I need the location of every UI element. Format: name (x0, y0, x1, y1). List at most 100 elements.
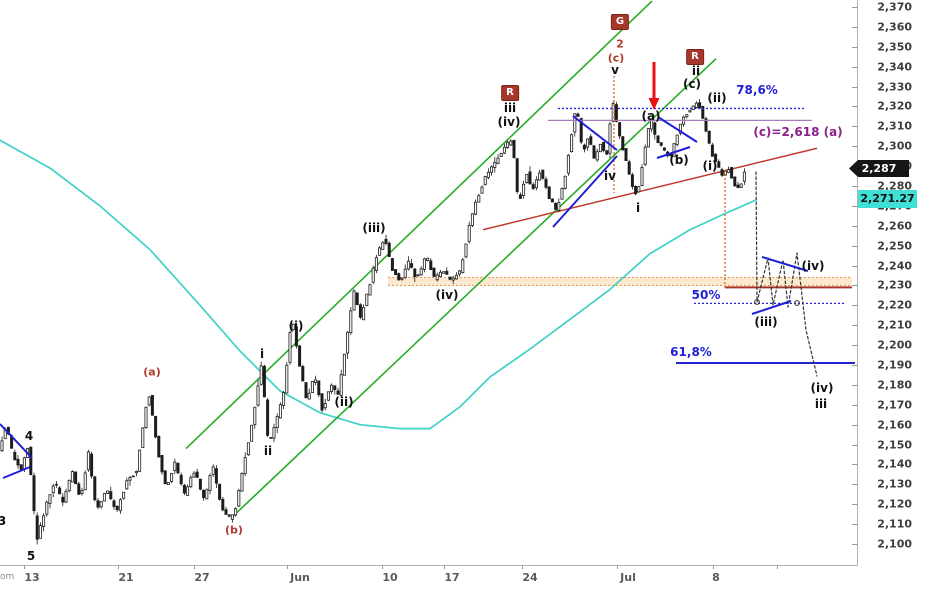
wave-label: 50% (691, 288, 721, 302)
wave-label: v (611, 63, 619, 77)
wave-label: (iv) (810, 381, 834, 395)
price-axis-label: 2,220 (877, 298, 912, 312)
wave-label: (a) (143, 365, 161, 379)
time-axis-label: Jul (620, 571, 636, 584)
price-axis-tick (852, 325, 858, 327)
pattern-trendline-6 (761, 256, 809, 272)
time-axis-label: 13 (24, 571, 40, 584)
price-axis-label: 2,260 (877, 219, 912, 233)
price-axis-tick (852, 265, 858, 267)
price-axis-tick (852, 46, 858, 48)
price-axis-tick (852, 86, 858, 88)
wave-label: (ii) (334, 395, 354, 409)
wave-label: (b) (225, 523, 243, 537)
time-axis-label: 24 (522, 571, 538, 584)
wave-label: iii (503, 101, 517, 115)
price-axis-tick (852, 146, 858, 148)
wave-label: ii (691, 64, 701, 78)
current-price-tag: 2,287 (849, 160, 909, 177)
price-axis-tick (852, 524, 858, 526)
wave-label: 61,8% (670, 345, 712, 359)
wave-label: 78,6% (736, 83, 778, 97)
price-axis-label: 2,360 (877, 20, 912, 34)
price-axis-tick (852, 205, 858, 207)
wave-label: iii (814, 397, 828, 411)
time-axis-tick (522, 565, 523, 569)
price-axis-tick (852, 126, 858, 128)
pattern-trendline-4 (657, 116, 698, 143)
time-axis-line (0, 565, 858, 566)
support-trendline (482, 147, 818, 231)
pattern-trendline-0 (0, 423, 33, 459)
price-axis-label: 2,230 (877, 278, 912, 292)
red-down-arrow-icon (648, 98, 660, 110)
time-axis-tick (713, 565, 714, 569)
pattern-trendline-2 (572, 115, 618, 151)
time-axis-tick (287, 565, 288, 569)
wave-label: (iv) (801, 259, 825, 273)
price-axis-label: 2,200 (877, 338, 912, 352)
projection-node (754, 299, 760, 305)
price-axis-label: 2,190 (877, 358, 912, 372)
price-axis-label: 2,280 (877, 179, 912, 193)
price-axis-label: 2,160 (877, 418, 912, 432)
time-axis-label: 27 (194, 571, 210, 584)
pattern-trendline-7 (751, 300, 792, 315)
time-axis-label: Jun (290, 571, 310, 584)
price-axis-label: 2,140 (877, 457, 912, 471)
price-axis-label: 2,180 (877, 378, 912, 392)
price-axis-label: 2,170 (877, 398, 912, 412)
price-axis-tick (852, 245, 858, 247)
price-axis-tick (852, 26, 858, 28)
price-axis-label: 2,370 (877, 0, 912, 14)
price-axis-tick (852, 504, 858, 506)
time-axis-tick (777, 565, 778, 569)
wave-label: ii (263, 444, 273, 458)
wave-label: i (635, 201, 641, 215)
price-axis-tick (852, 345, 858, 347)
time-axis-label: 10 (382, 571, 398, 584)
time-axis-label: 21 (118, 571, 134, 584)
wave-label: (i) (288, 319, 304, 333)
moving-average-price-tag: 2,271.27 (858, 190, 917, 208)
projection-node (794, 300, 800, 306)
price-axis-tick (852, 225, 858, 227)
price-axis-tick (852, 365, 858, 366)
price-axis-label: 2,120 (877, 497, 912, 511)
price-axis-line (857, 0, 858, 565)
price-axis-label: 2,350 (877, 40, 912, 54)
price-axis-tick (852, 305, 858, 307)
time-axis-tick (118, 565, 119, 569)
wave-label: (iii) (754, 315, 778, 329)
wave-label: (ii) (707, 91, 727, 105)
marker-badge-r: R (501, 85, 519, 101)
price-axis-tick (852, 7, 858, 8)
wave-label: 2 (616, 37, 624, 51)
pattern-trendline-1 (2, 466, 31, 479)
price-axis-tick (852, 106, 858, 108)
time-axis-tick (617, 565, 618, 569)
marker-badge-r: R (686, 49, 704, 65)
price-axis-label: 2,340 (877, 60, 912, 74)
price-axis-label: 2,100 (877, 537, 912, 551)
time-axis-tick (382, 565, 383, 569)
price-axis-label: 2,150 (877, 438, 912, 452)
pattern-trendline-5 (656, 146, 691, 159)
wave-label: (b) (669, 153, 689, 167)
price-axis-label: 2,300 (877, 139, 912, 153)
wave-label: (c)=2,618 (a) (753, 125, 843, 139)
time-axis-tick (24, 565, 25, 569)
channel-lower-line (230, 58, 717, 519)
price-axis-tick (852, 424, 858, 426)
price-axis-label: 2,110 (877, 517, 912, 531)
moving-average-line (0, 139, 757, 430)
price-axis-tick (852, 285, 858, 287)
time-axis-label: 8 (712, 571, 720, 584)
price-axis-label: 2,320 (877, 99, 912, 113)
wave-label: i (259, 347, 265, 361)
price-axis-tick (852, 464, 858, 466)
price-axis-tick (852, 186, 858, 187)
time-axis-tick (444, 565, 445, 569)
